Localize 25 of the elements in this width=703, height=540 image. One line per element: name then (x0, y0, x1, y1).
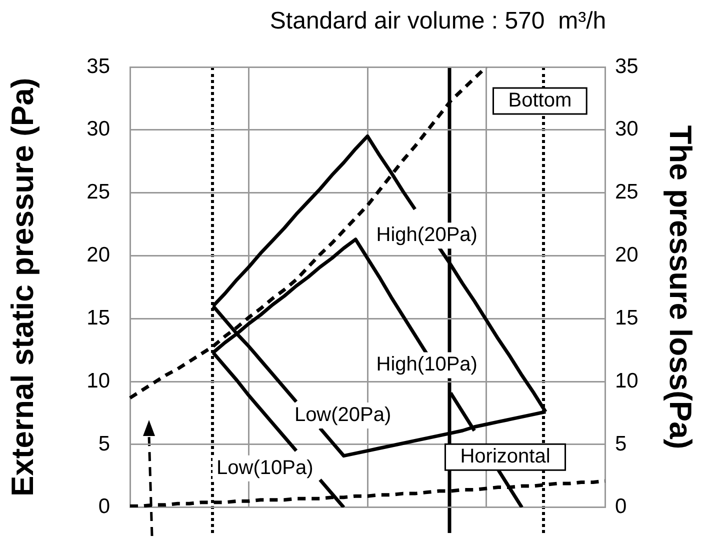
y2-tick-label: 30 (615, 118, 638, 141)
y2-tick-label: 25 (615, 180, 638, 204)
annotation: High(10Pa) (376, 354, 478, 376)
y2-tick-label: 35 (615, 54, 638, 78)
y2-tick-label: 10 (615, 369, 638, 392)
chart-title: Standard air volume : 570 m³/h (270, 8, 606, 35)
y-axis-title: External static pressure (Pa) (5, 78, 40, 497)
annotation: Horizontal (460, 446, 550, 468)
y-tick-label: 30 (86, 118, 110, 141)
y2-tick-label: 20 (615, 244, 638, 267)
y-tick-label: 10 (86, 369, 110, 392)
annotation: High(20Pa) (376, 224, 478, 246)
annotation: Bottom (508, 89, 572, 112)
y2-axis-title: The pressure loss(Pa) (662, 125, 698, 450)
y-tick-label: 5 (98, 432, 110, 456)
y2-tick-label: 0 (615, 495, 627, 518)
y-tick-label: 15 (86, 306, 110, 330)
annotation: Low(10Pa) (216, 456, 314, 479)
annotation: Low(20Pa) (294, 404, 392, 426)
y-tick-label: 20 (86, 244, 110, 267)
y-tick-label: 25 (86, 180, 110, 204)
y2-tick-label: 15 (615, 306, 638, 330)
y-tick-label: 35 (86, 54, 110, 78)
y2-tick-label: 5 (615, 432, 627, 456)
y-tick-label: 0 (98, 495, 110, 518)
